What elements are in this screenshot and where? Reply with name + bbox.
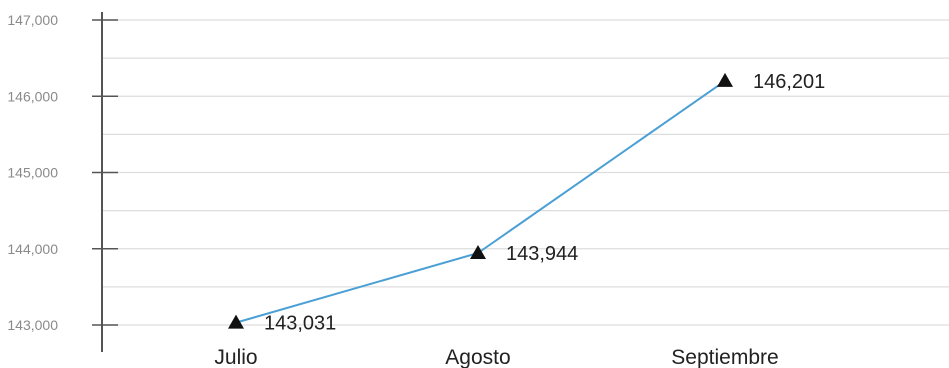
data-label: 143,944 bbox=[506, 243, 578, 265]
y-tick-label: 146,000 bbox=[7, 88, 58, 104]
grid-lines bbox=[102, 19, 949, 326]
data-label: 146,201 bbox=[753, 71, 825, 93]
data-labels: 143,031 143,944 146,201 bbox=[264, 71, 825, 335]
data-label: 143,031 bbox=[264, 313, 336, 335]
x-tick-label: Septiembre bbox=[671, 346, 778, 368]
y-tick-label: 143,000 bbox=[7, 317, 58, 333]
data-point-marker bbox=[228, 314, 244, 329]
data-point-marker bbox=[717, 72, 733, 87]
x-tick-label: Julio bbox=[214, 346, 257, 368]
y-tick-label: 144,000 bbox=[7, 241, 58, 257]
x-axis-ticks: Julio Agosto Septiembre bbox=[214, 346, 778, 368]
y-tick-label: 147,000 bbox=[7, 12, 58, 28]
y-axis-ticks: 143,000 144,000 145,000 146,000 147,000 bbox=[7, 12, 118, 333]
data-markers bbox=[228, 72, 733, 329]
data-point-marker bbox=[470, 245, 486, 260]
x-tick-label: Agosto bbox=[445, 346, 510, 368]
y-tick-label: 145,000 bbox=[7, 165, 58, 181]
